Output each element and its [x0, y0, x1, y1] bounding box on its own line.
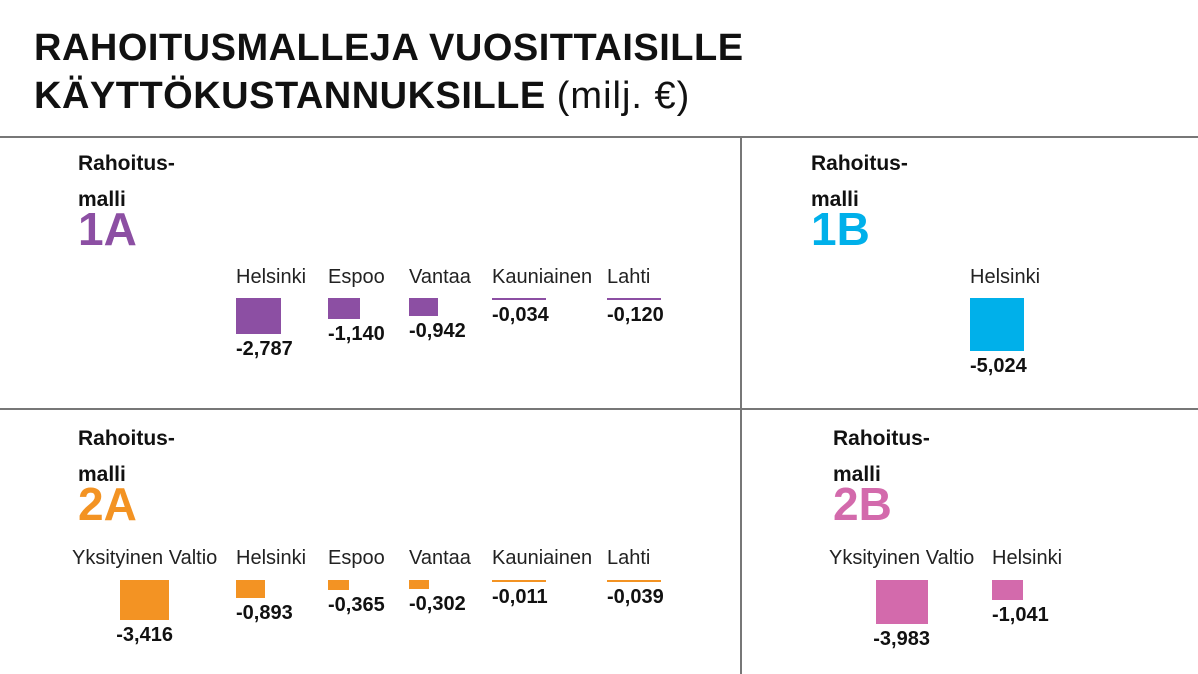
category-label: Espoo — [328, 547, 385, 569]
bar — [409, 298, 439, 317]
value-label: -0,302 — [409, 592, 466, 615]
bar — [492, 298, 546, 300]
model-code: 1A — [78, 203, 137, 255]
value-label: -0,034 — [492, 304, 549, 326]
bar — [607, 298, 661, 300]
model-label: Rahoitus- — [78, 152, 175, 175]
bar — [409, 580, 430, 589]
category-label: Yksityinen Valtio — [829, 547, 975, 569]
chart-title: RAHOITUSMALLEJA VUOSITTAISILLE KÄYTTÖKUS… — [34, 24, 744, 120]
divider-middle — [0, 408, 1198, 410]
bar — [875, 580, 928, 625]
value-label: -0,942 — [409, 320, 466, 343]
model-code: 2B — [833, 478, 892, 530]
category-label: Kauniainen — [492, 547, 593, 569]
bar — [607, 580, 661, 582]
value-label: -1,140 — [328, 322, 385, 345]
category-label: Yksityinen Valtio — [72, 547, 218, 569]
category-label: Vantaa — [409, 547, 471, 569]
bar — [328, 580, 350, 590]
model-label: malli — [833, 463, 881, 486]
model-label: malli — [78, 463, 126, 486]
model-code: 2A — [78, 478, 137, 530]
category-label: Helsinki — [992, 547, 1063, 569]
bar — [970, 298, 1024, 352]
title-line-1: RAHOITUSMALLEJA VUOSITTAISILLE — [34, 27, 744, 69]
divider-top — [0, 136, 1198, 138]
value-label: -5,024 — [970, 355, 1027, 378]
bar — [992, 580, 1023, 600]
bar — [236, 298, 281, 334]
category-label: Helsinki — [236, 547, 307, 569]
value-label: -0,365 — [328, 593, 385, 616]
title-line-2: KÄYTTÖKUSTANNUKSILLE (milj. €) — [34, 72, 744, 120]
model-code: 1B — [811, 203, 870, 255]
category-label: Helsinki — [970, 266, 1041, 288]
category-label: Lahti — [607, 266, 651, 288]
bar — [328, 298, 360, 319]
title-line-2-text: KÄYTTÖKUSTANNUKSILLE — [34, 75, 546, 117]
value-label: -0,120 — [607, 304, 664, 326]
model-label: malli — [78, 188, 126, 211]
title-unit: (milj. €) — [556, 75, 691, 117]
model-label: malli — [811, 188, 859, 211]
category-label: Lahti — [607, 547, 651, 569]
bar — [492, 580, 546, 582]
model-label: Rahoitus- — [78, 427, 175, 450]
value-label: -0,011 — [492, 586, 548, 608]
value-label: -1,041 — [992, 603, 1049, 626]
value-label: -0,039 — [607, 586, 664, 608]
model-label: Rahoitus- — [811, 152, 908, 175]
divider-vertical — [740, 137, 742, 674]
value-label: -3,983 — [873, 628, 930, 651]
bar — [120, 580, 169, 621]
value-label: -3,416 — [116, 624, 173, 647]
category-label: Vantaa — [409, 266, 471, 288]
category-label: Helsinki — [236, 266, 307, 288]
category-label: Espoo — [328, 266, 385, 288]
value-label: -2,787 — [236, 337, 293, 360]
bar — [236, 580, 265, 598]
category-label: Kauniainen — [492, 266, 593, 288]
model-label: Rahoitus- — [833, 427, 930, 450]
value-label: -0,893 — [236, 601, 293, 624]
